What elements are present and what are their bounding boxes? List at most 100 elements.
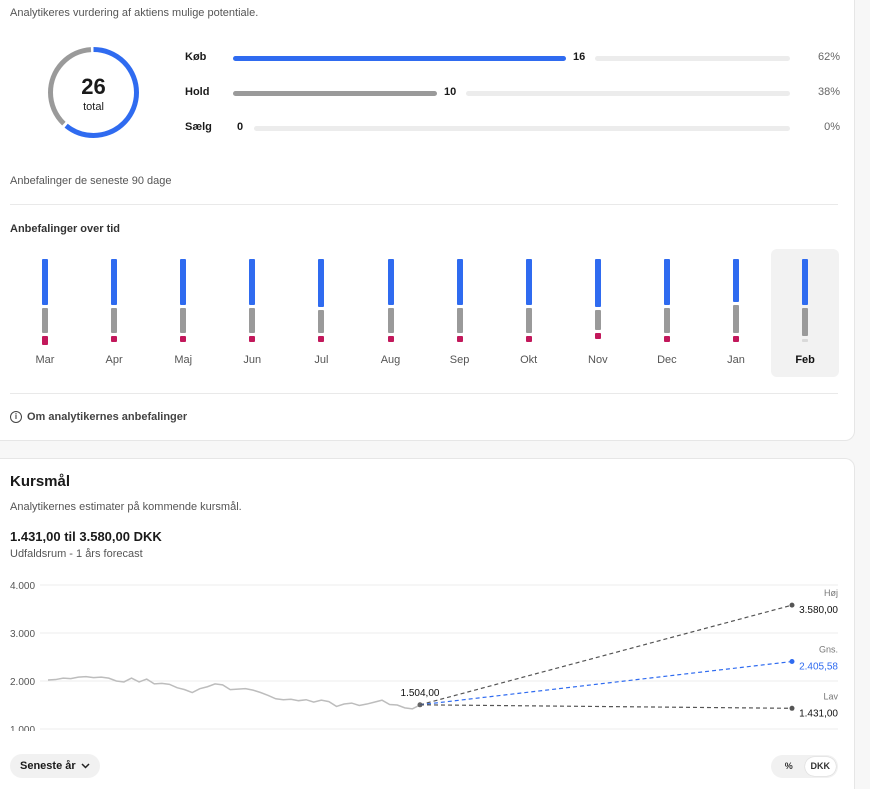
price-target-chart: 4.000 3.000 2.000 1.000 1.504,00 Høj 3.580,00 G… — [10, 581, 838, 731]
target-line-1 — [419, 660, 793, 706]
price-target-card: Kursmål Analytikernes estimater på komme… — [0, 458, 855, 789]
month-column-jun[interactable]: Jun — [218, 249, 286, 377]
month-column-mar[interactable]: Mar — [11, 249, 79, 377]
month-bar-buy — [318, 259, 325, 308]
y-tick-label: 4.000 — [10, 581, 35, 592]
month-bar-buy — [733, 259, 739, 302]
price-target-subtitle: Analytikernes estimater på kommende kurs… — [10, 501, 242, 513]
month-bar-hold — [802, 307, 809, 337]
month-bar-hold — [249, 307, 256, 334]
ratings-over-time-title: Anbefalinger over tid — [10, 223, 121, 235]
rating-bar-track — [254, 126, 790, 131]
about-ratings-link[interactable]: i Om analytikernes anbefalinger — [10, 411, 187, 423]
period-select-button[interactable]: Seneste år — [10, 754, 100, 778]
month-label: Jun — [243, 354, 262, 366]
month-bar-sell — [663, 336, 670, 343]
month-bar-sell — [525, 336, 532, 343]
month-bar-buy — [249, 259, 256, 305]
month-label: Sep — [449, 354, 470, 366]
month-column-dec[interactable]: Dec — [633, 249, 701, 377]
target-name: Lav — [823, 691, 838, 701]
month-bar-sell — [733, 336, 739, 343]
rating-count: 10 — [444, 86, 457, 98]
month-column-nov[interactable]: Nov — [564, 249, 632, 377]
month-column-jan[interactable]: Jan — [702, 249, 770, 377]
month-label: Apr — [105, 354, 123, 366]
divider — [10, 393, 838, 394]
month-bar-sell — [456, 336, 463, 343]
target-value: 3.580,00 — [799, 605, 838, 616]
rating-label: Sælg — [185, 121, 212, 133]
month-label: Aug — [380, 354, 401, 366]
rating-bar-track — [595, 56, 790, 61]
month-bar-hold — [733, 304, 739, 334]
chevron-down-icon — [81, 763, 90, 769]
y-tick-label: 2.000 — [10, 677, 35, 688]
rating-count: 0 — [237, 121, 244, 133]
month-bar-sell — [42, 336, 48, 346]
rating-row: Hold 10 38% — [185, 86, 840, 100]
y-tick-label: 3.000 — [10, 629, 35, 640]
rating-percent: 38% — [817, 86, 840, 98]
info-icon: i — [10, 411, 22, 423]
month-bar-hold — [42, 307, 48, 334]
month-bar-hold — [456, 307, 463, 334]
month-column-jul[interactable]: Jul — [287, 249, 355, 377]
target-line-0 — [419, 604, 793, 706]
rating-bar-fill — [233, 91, 437, 96]
target-point-0 — [789, 602, 795, 608]
toggle-percent[interactable]: % — [784, 761, 793, 771]
ratings-period-note: Anbefalinger de seneste 90 dage — [10, 175, 172, 187]
month-label: Jan — [727, 354, 745, 366]
target-value: 1.431,00 — [799, 708, 838, 719]
month-bar-hold — [663, 307, 670, 334]
month-bar-sell — [387, 336, 394, 343]
month-label: Nov — [588, 354, 608, 366]
month-column-maj[interactable]: Maj — [149, 249, 217, 377]
y-tick-label: 1.000 — [10, 725, 35, 731]
rating-bar-fill — [233, 56, 566, 61]
rating-bar-track — [466, 91, 790, 96]
analyst-ratings-card: Analytikeres vurdering af aktiens mulige… — [0, 0, 855, 441]
month-bar-buy — [456, 259, 463, 305]
month-label: Okt — [520, 354, 538, 366]
ratings-donut — [48, 47, 139, 138]
month-bar-sell — [111, 336, 118, 343]
rating-percent: 0% — [824, 121, 840, 133]
month-bar-sell — [180, 336, 187, 343]
month-bar-hold — [387, 307, 394, 334]
month-column-apr[interactable]: Apr — [80, 249, 148, 377]
divider — [10, 204, 838, 205]
ratings-intro: Analytikeres vurdering af aktiens mulige… — [10, 7, 259, 19]
month-bar-hold — [594, 310, 601, 331]
rating-label: Hold — [185, 86, 210, 98]
month-bar-buy — [387, 259, 394, 305]
month-bar-hold — [525, 307, 532, 334]
price-target-range-note: Udfaldsrum - 1 års forecast — [10, 548, 143, 560]
target-name: Gns. — [819, 645, 838, 655]
ratings-total: 26 — [81, 74, 106, 99]
month-bar-buy — [802, 259, 809, 305]
about-ratings-label: Om analytikernes anbefalinger — [27, 411, 188, 423]
month-column-aug[interactable]: Aug — [357, 249, 425, 377]
month-bar-buy — [42, 259, 48, 305]
month-bar-buy — [594, 259, 601, 308]
rating-row: Sælg 0 0% — [185, 121, 840, 135]
month-label: Maj — [174, 354, 193, 366]
month-label: Feb — [795, 354, 815, 366]
target-line-2 — [419, 704, 793, 709]
month-column-feb[interactable]: Feb — [771, 249, 840, 377]
target-value: 2.405,58 — [799, 662, 838, 673]
target-point-2 — [789, 705, 795, 711]
rating-count: 16 — [573, 51, 586, 63]
month-bar-buy — [180, 259, 187, 305]
price-target-range: 1.431,00 til 3.580,00 DKK — [10, 529, 162, 544]
month-bar-buy — [663, 259, 670, 305]
toggle-dkk[interactable]: DKK — [804, 757, 836, 776]
month-bar-sell — [594, 333, 601, 340]
month-column-okt[interactable]: Okt — [495, 249, 563, 377]
month-bar-sell — [249, 336, 256, 343]
month-column-sep[interactable]: Sep — [426, 249, 494, 377]
price-history-line — [47, 675, 421, 710]
month-bar-sell — [802, 339, 809, 343]
